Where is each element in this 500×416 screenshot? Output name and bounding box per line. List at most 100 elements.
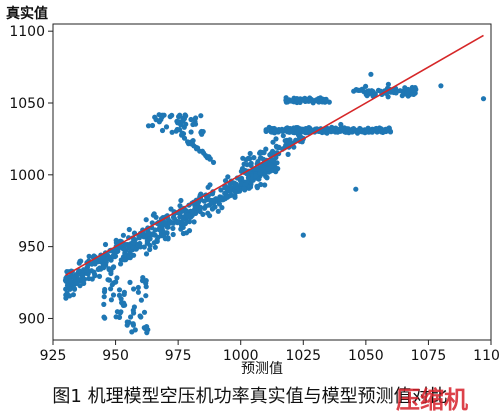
- data-point: [289, 98, 295, 104]
- data-point: [269, 157, 275, 163]
- data-point: [293, 137, 299, 143]
- y-tick-label: 1000: [9, 168, 45, 184]
- data-point: [302, 96, 308, 102]
- data-point: [121, 257, 127, 263]
- data-point: [78, 258, 84, 264]
- data-point: [70, 292, 76, 298]
- data-point: [189, 209, 195, 215]
- data-point: [133, 246, 139, 252]
- data-point: [402, 85, 408, 91]
- data-point: [162, 236, 168, 242]
- data-point: [272, 128, 278, 134]
- data-point: [188, 129, 194, 135]
- data-point: [195, 145, 201, 151]
- data-point: [193, 205, 199, 211]
- y-axis-ticks: 900 950 1000 1050 1100: [9, 24, 53, 327]
- x-tick-label: 925: [40, 348, 67, 364]
- data-point: [102, 315, 108, 321]
- data-point: [315, 99, 321, 105]
- data-point: [285, 151, 291, 157]
- data-point: [143, 251, 150, 257]
- x-tick-label: 975: [165, 348, 192, 364]
- data-point: [145, 231, 151, 237]
- data-point: [144, 330, 150, 336]
- data-point: [135, 242, 141, 248]
- data-point: [118, 261, 124, 267]
- data-point: [86, 253, 92, 259]
- data-point: [203, 203, 209, 209]
- data-point: [126, 226, 132, 233]
- x-tick-label: 1025: [285, 348, 321, 364]
- data-point: [363, 83, 369, 89]
- data-point: [170, 231, 176, 238]
- data-point: [353, 87, 359, 93]
- data-point: [185, 139, 191, 145]
- data-point: [67, 286, 73, 292]
- data-point: [232, 189, 239, 195]
- data-point: [101, 265, 107, 271]
- data-point: [328, 128, 334, 134]
- data-point: [364, 128, 370, 134]
- data-point: [83, 267, 89, 273]
- data-point: [121, 289, 127, 295]
- data-point: [244, 162, 250, 168]
- data-point: [156, 226, 162, 233]
- data-point: [340, 128, 347, 134]
- data-point: [131, 252, 137, 258]
- data-point: [141, 309, 148, 315]
- data-point: [71, 285, 77, 291]
- data-point: [375, 87, 382, 93]
- data-point: [162, 220, 168, 226]
- data-point: [411, 87, 417, 93]
- data-point: [264, 175, 270, 181]
- data-point: [135, 284, 141, 291]
- data-point: [180, 118, 186, 124]
- data-point: [280, 133, 286, 139]
- data-point: [177, 214, 183, 220]
- data-point: [178, 197, 184, 204]
- data-point: [114, 309, 120, 315]
- data-point: [353, 186, 359, 192]
- data-point: [96, 273, 103, 279]
- data-point: [138, 314, 144, 320]
- data-point: [113, 314, 119, 320]
- data-point: [128, 314, 134, 320]
- data-point: [67, 278, 73, 284]
- data-point: [201, 198, 207, 204]
- data-point: [177, 112, 183, 118]
- data-point: [224, 185, 230, 192]
- data-point: [183, 113, 189, 119]
- data-point: [385, 81, 391, 87]
- data-points: [62, 71, 487, 336]
- data-point: [91, 253, 97, 259]
- data-point: [167, 114, 173, 120]
- data-point: [324, 130, 330, 136]
- data-point: [276, 127, 282, 133]
- data-point: [370, 88, 376, 95]
- data-point: [124, 322, 130, 328]
- fit-line: [65, 34, 484, 277]
- data-point: [101, 294, 107, 300]
- data-point: [144, 238, 150, 244]
- data-point: [110, 254, 116, 260]
- data-point: [64, 290, 70, 296]
- data-point: [147, 242, 153, 249]
- watermark-logo: 压缩机: [396, 386, 468, 414]
- data-point: [76, 268, 82, 274]
- data-point: [366, 88, 372, 94]
- data-point: [285, 139, 291, 145]
- figure-caption: 图1 机理模型空压机功率真实值与模型预测值对比: [52, 386, 448, 407]
- data-point: [182, 220, 189, 227]
- data-point: [241, 185, 247, 192]
- data-point: [208, 201, 214, 207]
- data-point: [370, 128, 376, 134]
- data-point: [254, 183, 260, 189]
- data-point: [306, 125, 312, 131]
- data-point: [131, 304, 137, 310]
- data-point: [248, 160, 254, 166]
- data-point: [216, 201, 222, 207]
- data-point: [245, 175, 251, 181]
- y-tick-label: 1050: [9, 96, 45, 112]
- data-point: [102, 286, 108, 293]
